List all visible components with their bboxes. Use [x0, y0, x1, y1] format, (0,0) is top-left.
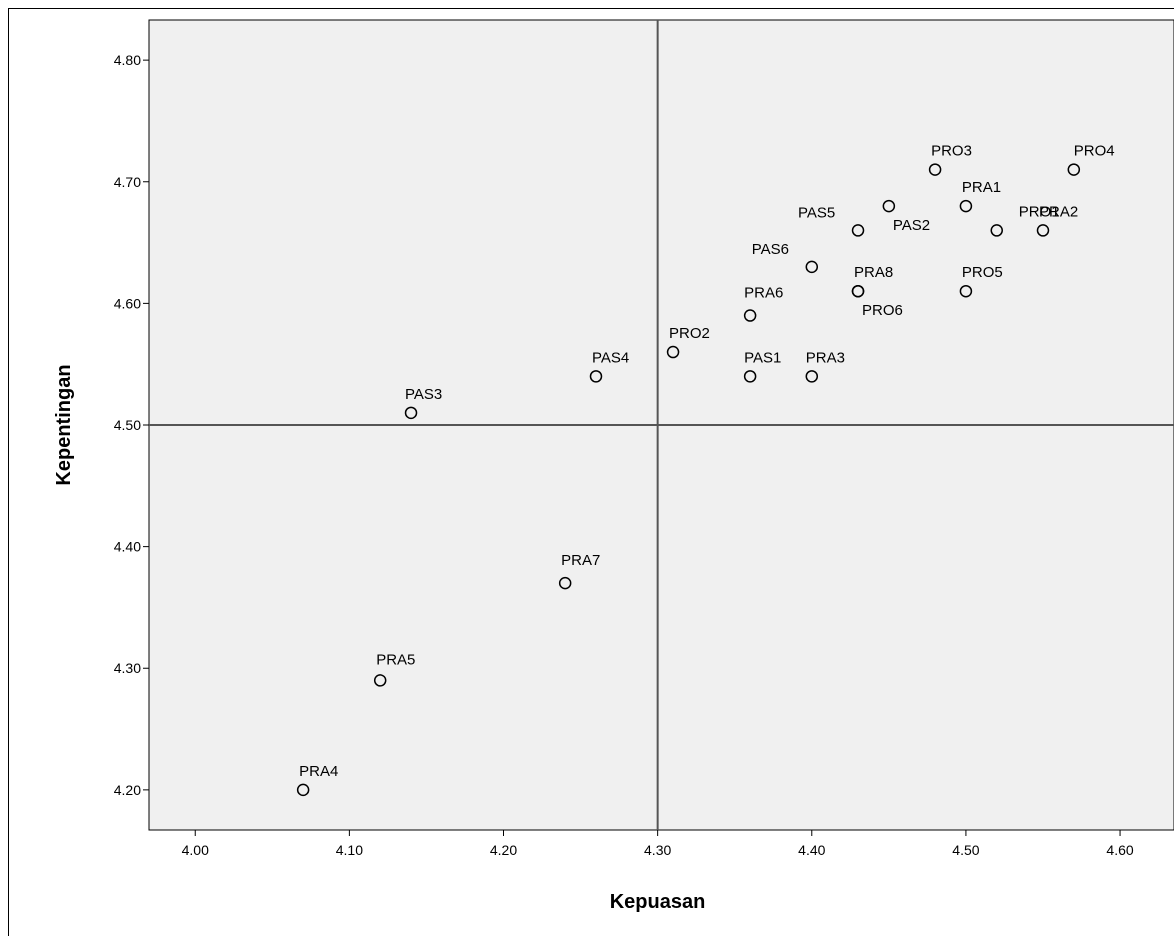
point-marker-pro4 — [1067, 163, 1081, 176]
point-label-pas6: PAS6 — [752, 241, 789, 258]
x-axis: 4.00 4.10 4.20 4.30 4.40 4.50 4.60 — [182, 830, 1134, 858]
point-label-pro6: PRO6 — [862, 302, 903, 319]
point-marker-pas2 — [882, 199, 896, 213]
reference-lines — [149, 20, 1174, 830]
point-label-pra7: PRA7 — [561, 552, 600, 569]
y-axis-title: Kepentingan — [53, 364, 75, 485]
y-tick-label: 4.60 — [114, 295, 141, 311]
point-marker-pro6 — [851, 284, 865, 298]
x-tick-label: 4.20 — [490, 842, 517, 858]
y-tick-label: 4.80 — [114, 52, 141, 68]
x-tick-label: 4.00 — [182, 842, 209, 858]
y-tick-label: 4.30 — [114, 660, 141, 676]
point-label-pra5: PRA5 — [376, 651, 415, 668]
x-tick-label: 4.30 — [644, 842, 671, 858]
x-tick-label: 4.10 — [336, 842, 363, 858]
point-marker-pra7 — [558, 576, 572, 590]
chart-frame — [8, 8, 1174, 936]
point-marker-pra2 — [1036, 224, 1050, 237]
y-tick-label: 4.20 — [114, 782, 141, 798]
point-marker-pas6 — [805, 260, 819, 274]
point-marker-pro2 — [666, 345, 680, 359]
point-label-pra3: PRA3 — [806, 349, 845, 366]
point-marker-pra5 — [373, 674, 387, 687]
y-tick-label: 4.40 — [114, 539, 141, 555]
point-label-pro3: PRO3 — [931, 143, 972, 160]
point-marker-pra6 — [743, 309, 757, 322]
point-label-pra4: PRA4 — [299, 763, 338, 780]
point-marker-pas5 — [851, 224, 865, 237]
point-marker-pro1 — [990, 224, 1003, 237]
point-marker-pas3 — [404, 406, 418, 420]
point-label-pra8: PRA8 — [854, 264, 893, 281]
x-tick-label: 4.50 — [952, 842, 979, 858]
point-label-pro2: PRO2 — [669, 325, 710, 342]
point-label-pas3: PAS3 — [405, 386, 442, 403]
point-label-pro4: PRO4 — [1074, 143, 1115, 160]
point-marker-pas4 — [589, 370, 603, 383]
point-marker-pro5 — [959, 284, 973, 298]
point-label-pas5: PAS5 — [798, 204, 835, 221]
y-tick-label: 4.50 — [114, 417, 141, 433]
y-axis: 4.20 4.30 4.40 4.50 4.60 4.70 4.80 — [114, 52, 149, 798]
point-label-pas2: PAS2 — [893, 217, 930, 234]
point-label-pra2: PRA2 — [1039, 203, 1078, 220]
point-marker-pra3 — [805, 370, 819, 383]
y-tick-label: 4.70 — [114, 174, 141, 190]
point-label-pas4: PAS4 — [592, 349, 629, 366]
x-tick-label: 4.60 — [1106, 842, 1133, 858]
point-label-pro5: PRO5 — [962, 264, 1003, 281]
point-marker-pra4 — [296, 783, 310, 797]
point-label-pro1: PRO1 — [1019, 203, 1060, 220]
point-marker-pas1 — [743, 370, 757, 383]
point-marker-pro3 — [928, 163, 942, 176]
point-label-pra1: PRA1 — [962, 179, 1001, 196]
x-axis-title: Kepuasan — [610, 891, 706, 913]
point-label-pra6: PRA6 — [744, 285, 783, 302]
point-label-pas1: PAS1 — [744, 349, 781, 366]
x-tick-label: 4.40 — [798, 842, 825, 858]
point-marker-pra1 — [959, 199, 973, 213]
